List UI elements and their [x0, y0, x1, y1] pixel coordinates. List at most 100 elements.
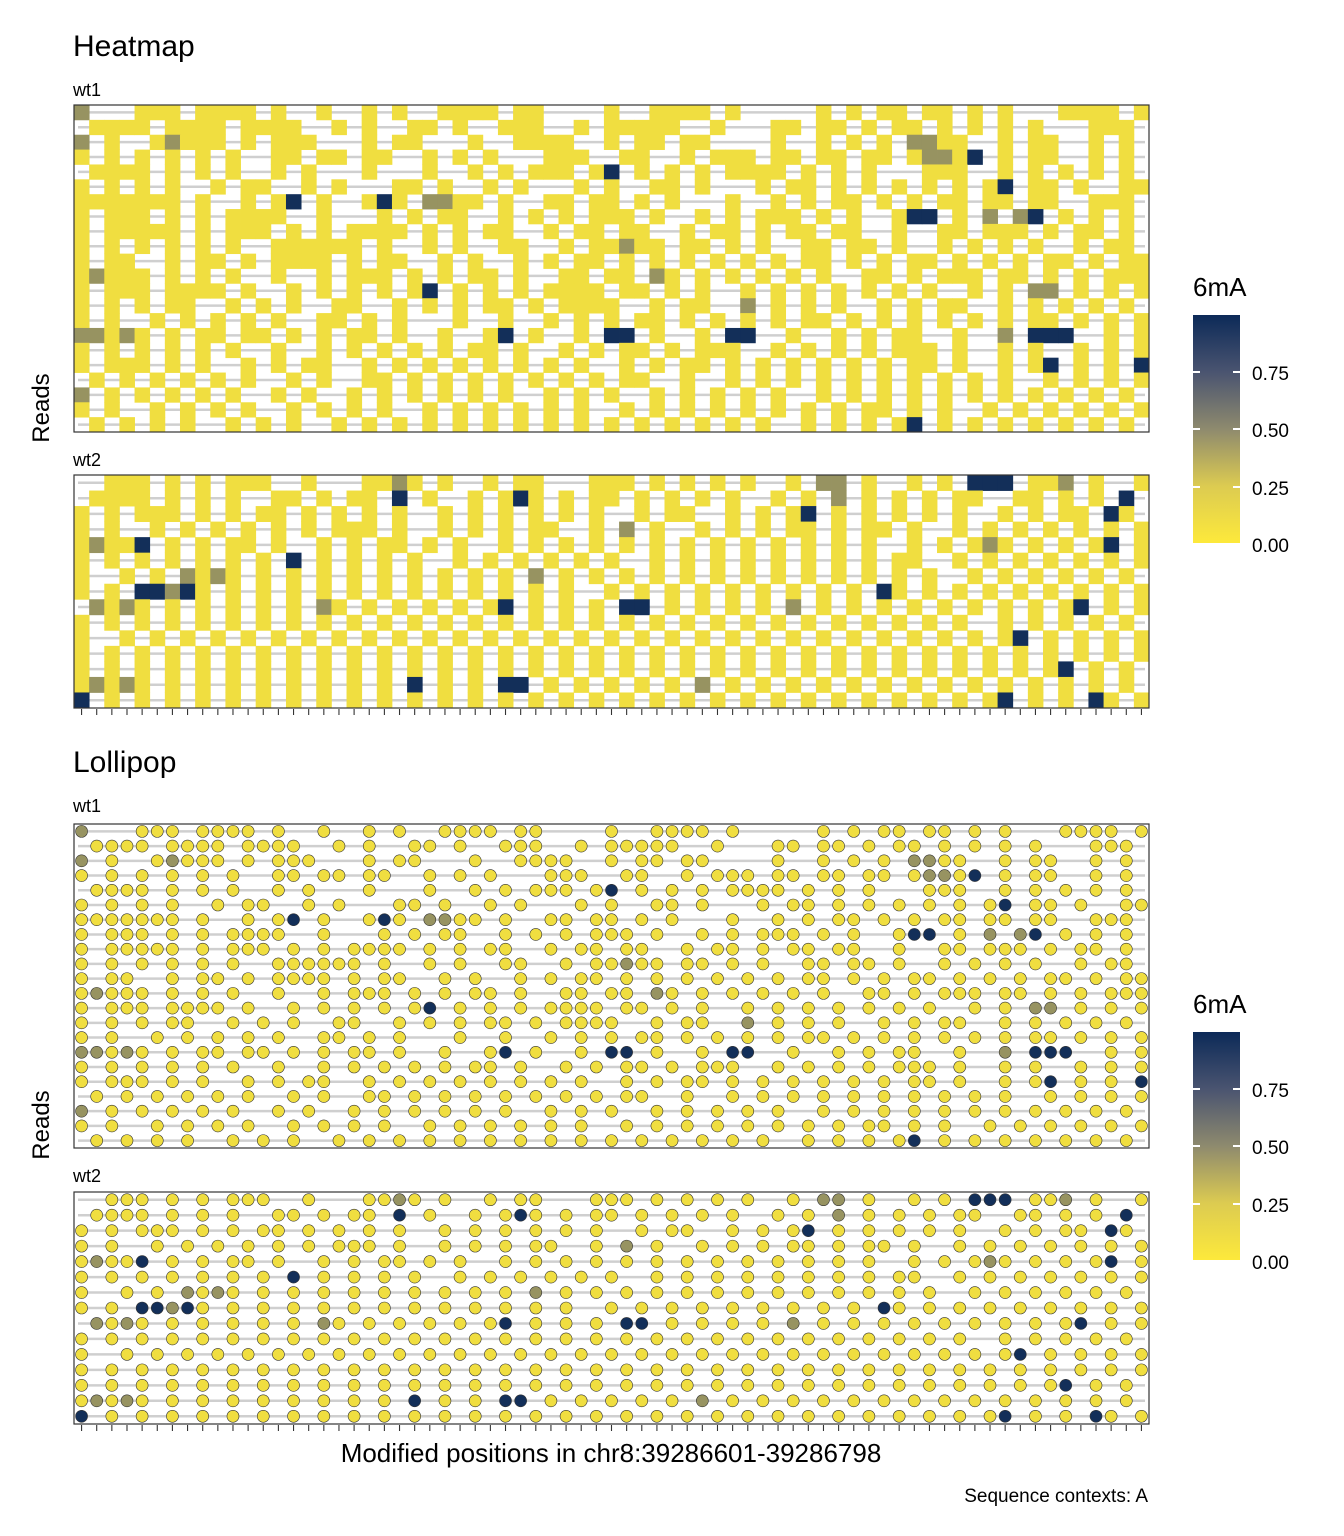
heat-cell [725, 342, 741, 359]
heat-cell [301, 521, 317, 538]
lollipop-point [408, 1286, 421, 1299]
heat-cell [346, 552, 363, 569]
lollipop-point [1135, 972, 1148, 985]
lollipop-point [514, 972, 527, 985]
heatmap-panel-wt1 [73, 104, 1150, 433]
heat-cell [104, 327, 120, 344]
heat-cell [361, 313, 378, 329]
heat-cell [619, 119, 635, 136]
heat-cell [528, 521, 544, 538]
lollipop-point [150, 1031, 164, 1044]
heat-cell [422, 283, 438, 299]
lollipop-point [892, 942, 906, 956]
heat-cell [240, 313, 257, 329]
heat-cell [1027, 506, 1044, 522]
lollipop-point [771, 1409, 785, 1423]
heat-cell [179, 630, 196, 647]
lollipop-point [786, 869, 800, 882]
heat-cell [1058, 209, 1074, 225]
heat-cell [1043, 149, 1059, 165]
heat-cell [800, 692, 817, 709]
heat-cell [770, 164, 787, 180]
heat-cell [1133, 268, 1150, 284]
lollipop-point [181, 1239, 194, 1253]
lollipop-point [711, 1104, 724, 1118]
heat-cell [664, 283, 681, 299]
lollipop-point [362, 854, 376, 868]
lollipop-point [590, 1224, 603, 1237]
lollipop-point [1074, 1363, 1088, 1377]
heat-cell [1027, 599, 1044, 616]
heat-cell [1043, 194, 1059, 210]
heat-cell [952, 490, 968, 507]
heat-cell [1088, 149, 1104, 165]
heat-cell [195, 490, 211, 507]
lollipop-point [1119, 869, 1133, 882]
lollipop-point [1074, 1317, 1088, 1330]
lollipop-point [983, 1363, 997, 1377]
lollipop-point [514, 1134, 527, 1147]
lollipop-point [605, 825, 618, 838]
lollipop-point [726, 1060, 739, 1074]
heat-cell [543, 313, 559, 329]
heat-cell [876, 583, 893, 600]
heat-cell [800, 661, 817, 678]
lollipop-point [211, 1239, 225, 1253]
lollipop-point [1029, 1409, 1042, 1423]
heat-cell [649, 357, 665, 373]
lollipop-point [620, 1379, 633, 1392]
lollipop-point [665, 1394, 679, 1408]
lollipop-point [317, 942, 331, 956]
heat-cell [134, 283, 151, 299]
heat-cell [270, 268, 287, 284]
heat-cell [1027, 357, 1044, 373]
heat-cell [285, 402, 302, 418]
lollipop-point [317, 1075, 331, 1089]
heat-cell [331, 630, 347, 647]
lollipop-point [1014, 928, 1027, 941]
lollipop-point [847, 928, 861, 941]
heat-cell [1012, 630, 1029, 647]
lollipop-point [256, 1193, 270, 1207]
lollipop-point [711, 1379, 724, 1392]
lollipop-point [378, 957, 391, 971]
heat-cell [846, 676, 862, 693]
lollipop-point [771, 1379, 785, 1392]
heat-cell [937, 134, 953, 150]
heat-cell [1103, 372, 1120, 388]
heat-cell [240, 630, 257, 647]
heat-cell [861, 552, 877, 569]
lollipop-point [923, 1301, 936, 1315]
lollipop-point [998, 869, 1012, 882]
lollipop-point [120, 928, 134, 941]
heat-cell [1118, 268, 1135, 284]
lollipop-point [378, 1394, 391, 1408]
lollipop-point [696, 898, 709, 912]
heat-cell [210, 134, 226, 150]
heat-cell [255, 417, 272, 433]
lollipop-point [468, 1060, 482, 1074]
lollipop-point [680, 972, 694, 985]
lollipop-point [953, 1270, 967, 1284]
lollipop-point [529, 1239, 543, 1253]
heat-cell [270, 238, 287, 255]
heat-cell [376, 238, 393, 255]
heat-cell [694, 179, 711, 195]
heat-cell [134, 692, 151, 709]
heat-cell [179, 298, 196, 314]
lollipop-point [1089, 1409, 1103, 1423]
lollipop-point [468, 1286, 482, 1299]
lollipop-point [453, 869, 467, 882]
heat-cell [164, 645, 181, 662]
lollipop-point [756, 898, 770, 912]
heat-cell [937, 630, 953, 647]
heat-cell [195, 676, 211, 693]
heat-cell [770, 134, 787, 150]
heat-cell [74, 630, 90, 647]
heat-cell [74, 692, 90, 709]
heat-cell [1058, 506, 1074, 522]
heat-cell [513, 119, 529, 136]
heat-cell [1043, 313, 1059, 329]
heat-cell [800, 417, 817, 433]
